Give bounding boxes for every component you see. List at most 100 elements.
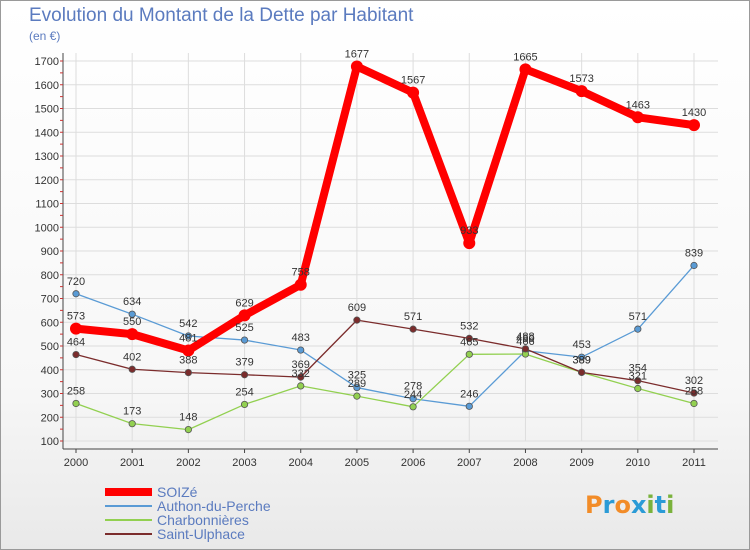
proxiti-logo: Proxiti [585,491,674,519]
data-point [353,383,361,392]
legend-label: SOIZé [157,484,198,500]
y-tick-label: 900 [41,246,59,258]
data-point [634,384,642,393]
chart-subtitle: (en €) [29,29,61,43]
data-label: 483 [292,332,310,344]
data-point [184,368,192,377]
data-label: 278 [404,381,422,393]
x-tick-label: 2003 [232,457,256,469]
data-label: 933 [460,225,478,237]
data-point [519,63,532,76]
y-tick-label: 1700 [35,56,59,68]
series-line [75,353,695,431]
data-label: 550 [123,316,141,328]
data-label: 321 [629,371,647,383]
data-label: 389 [572,354,590,366]
series-line [72,62,698,355]
legend-label: Saint-Ulphace [157,526,245,542]
data-point [350,60,363,73]
data-label: 634 [123,296,141,308]
y-tick-label: 100 [41,436,59,448]
data-point [690,261,698,270]
data-point [128,365,136,373]
legend-item: Authon-du-Perche [105,499,271,513]
data-label: 389 [572,354,590,366]
data-point [465,334,473,342]
data-point [578,353,586,361]
data-label: 173 [123,406,141,418]
data-label: 369 [292,359,310,371]
data-label: 720 [67,276,85,288]
data-point [631,111,644,124]
y-tick-label: 200 [41,412,59,424]
data-label: 629 [235,297,253,309]
logo-letter: P [585,491,603,519]
data-label: 402 [123,351,141,363]
y-tick-label: 1100 [35,199,59,211]
data-point [126,328,139,341]
data-label: 525 [235,322,253,334]
data-point [634,325,642,333]
data-label: 839 [685,247,703,259]
data-label: 302 [685,375,703,387]
data-label: 258 [685,385,703,397]
data-point [184,425,192,434]
x-tick-label: 2005 [345,457,369,469]
data-label: 325 [348,370,366,382]
data-point [128,310,136,318]
y-tick-label: 1600 [35,80,59,92]
y-tick-label: 1500 [35,104,59,116]
x-tick-label: 2006 [401,457,425,469]
data-label: 573 [67,311,85,323]
data-label: 480 [516,333,534,345]
data-label: 464 [67,337,85,349]
y-tick-label: 1200 [35,175,59,187]
data-point [353,316,361,324]
data-label: 542 [179,318,197,330]
data-point [688,119,700,132]
data-label: 571 [629,311,647,323]
x-tick-label: 2010 [626,457,650,469]
legend-label: Charbonnières [157,512,249,528]
y-tick-label: 500 [41,341,59,353]
legend-item: Saint-Ulphace [105,527,271,541]
data-point [240,336,249,344]
data-label: 532 [460,320,478,332]
data-label: 1665 [513,51,537,63]
data-point [409,395,417,403]
legend-label: Authon-du-Perche [157,498,271,514]
y-tick-label: 1000 [35,222,59,234]
series-line [75,319,695,394]
data-point [297,382,305,390]
y-tick-label: 1400 [35,127,59,139]
data-point [578,368,586,376]
data-label: 481 [179,333,197,345]
logo-letter: t [654,491,667,519]
y-tick-label: 1300 [35,151,59,163]
data-point [409,325,417,333]
data-label: 609 [348,302,366,314]
data-point [128,420,136,428]
data-label: 488 [516,331,534,343]
y-tick-label: 400 [41,365,59,377]
x-tick-label: 2004 [288,457,312,469]
data-label: 148 [179,412,197,424]
data-point [575,85,588,98]
data-point [240,371,249,379]
data-label: 254 [235,386,253,398]
logo-letter: i [646,491,655,519]
data-point [690,389,698,397]
y-tick-label: 800 [41,270,59,282]
data-point [184,332,192,340]
data-label: 289 [348,378,366,390]
data-label: 379 [235,357,253,369]
data-point [72,350,80,359]
data-point [297,346,305,354]
legend-swatch [105,488,152,496]
data-label: 758 [292,267,310,279]
data-point [407,86,420,99]
logo-letter: o [614,491,631,519]
data-label: 466 [516,336,534,348]
